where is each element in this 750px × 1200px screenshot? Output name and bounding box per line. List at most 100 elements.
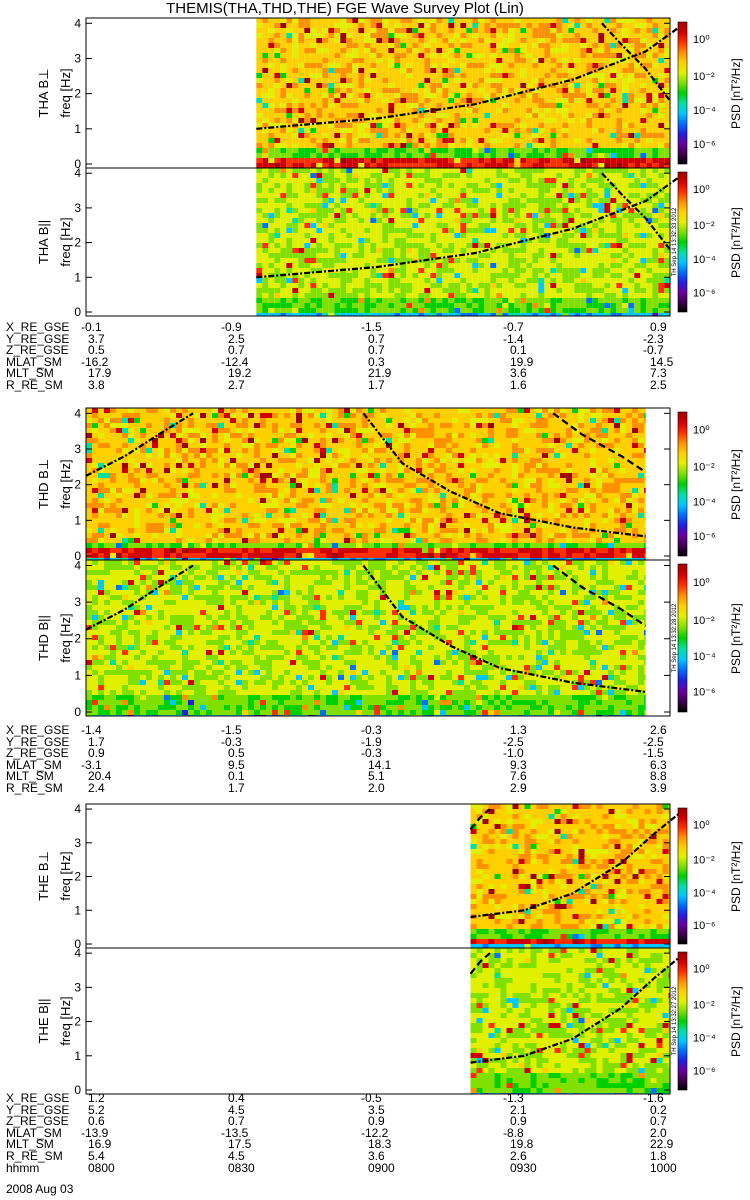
spectrogram-cell: [592, 158, 599, 163]
spectrogram-cell: [292, 153, 299, 158]
spectrogram-cell: [604, 88, 611, 93]
spectrogram-cell: [224, 413, 230, 418]
spectrogram-cell: [538, 58, 545, 63]
spectrogram-cell: [218, 448, 224, 453]
spectrogram-cell: [364, 23, 371, 28]
spectrogram-cell: [478, 63, 485, 68]
spectrogram-cell: [262, 308, 269, 313]
spectrogram-cell: [478, 273, 485, 278]
spectrogram-cell: [568, 28, 575, 33]
spectrogram-cell: [442, 243, 449, 248]
spectrogram-cell: [364, 133, 371, 138]
spectrogram-cell: [212, 543, 218, 548]
spectrogram-cell: [514, 298, 521, 303]
spectrogram-cell: [430, 103, 437, 108]
spectrogram-cell: [158, 488, 164, 493]
spectrogram-cell: [508, 178, 515, 183]
spectrogram-cell: [358, 73, 365, 78]
spectrogram-cell: [436, 153, 443, 158]
spectrogram-cell: [140, 498, 146, 503]
spectrogram-cell: [152, 493, 158, 498]
spectrogram-cell: [262, 63, 269, 68]
spectrogram-cell: [236, 468, 242, 473]
spectrogram-cell: [538, 43, 545, 48]
spectrogram-cell: [268, 53, 275, 58]
spectrogram-cell: [616, 93, 623, 98]
spectrogram-cell: [170, 533, 176, 538]
spectrogram-cell: [304, 223, 311, 228]
spectrogram-cell: [86, 418, 92, 423]
spectrogram-cell: [496, 108, 503, 113]
spectrogram-cell: [484, 273, 491, 278]
spectrogram-cell: [406, 188, 413, 193]
spectrogram-cell: [316, 193, 323, 198]
spectrogram-cell: [280, 288, 287, 293]
spectrogram-cell: [86, 508, 92, 513]
spectrogram-cell: [496, 23, 503, 28]
spectrogram-cell: [230, 558, 236, 560]
spectrogram-cell: [146, 553, 152, 558]
spectrogram-cell: [478, 313, 485, 316]
spectrogram-cell: [454, 203, 461, 208]
spectrogram-cell: [430, 193, 437, 198]
spectrogram-cell: [502, 193, 509, 198]
spectrogram-cell: [448, 218, 455, 223]
spectrogram-cell: [610, 58, 617, 63]
spectrogram-cell: [346, 28, 353, 33]
spectrogram-cell: [268, 178, 275, 183]
spectrogram-cell: [134, 463, 140, 468]
spectrogram-cell: [286, 203, 293, 208]
spectrogram-cell: [466, 118, 473, 123]
spectrogram-cell: [424, 48, 431, 53]
spectrogram-cell: [562, 158, 569, 163]
spectrogram-cell: [652, 223, 659, 228]
spectrogram-cell: [116, 558, 122, 560]
spectrogram-cell: [508, 168, 515, 173]
spectrogram-cell: [490, 83, 497, 88]
spectrogram-cell: [400, 208, 407, 213]
spectrogram-cell: [448, 208, 455, 213]
spectrogram-cell: [92, 553, 98, 558]
spectrogram-cell: [194, 408, 200, 413]
spectrogram-cell: [514, 228, 521, 233]
spectrogram-cell: [568, 98, 575, 103]
spectrogram-cell: [538, 143, 545, 148]
spectrogram-cell: [484, 78, 491, 83]
spectrogram-cell: [370, 53, 377, 58]
spectrogram-cell: [406, 233, 413, 238]
spectrogram-cell: [550, 203, 557, 208]
spectrogram-cell: [610, 108, 617, 113]
spectrogram-cell: [562, 223, 569, 228]
spectrogram-cell: [340, 153, 347, 158]
spectrogram-cell: [478, 58, 485, 63]
spectrogram-cell: [544, 28, 551, 33]
spectrogram-cell: [382, 53, 389, 58]
spectrogram-cell: [394, 48, 401, 53]
spectrogram-cell: [310, 298, 317, 303]
spectrogram-cell: [628, 273, 635, 278]
spectrogram-cell: [274, 113, 281, 118]
spectrogram-cell: [508, 223, 515, 228]
spectrogram-cell: [544, 58, 551, 63]
spectrogram-cell: [274, 243, 281, 248]
spectrogram-cell: [466, 108, 473, 113]
spectrogram-cell: [274, 123, 281, 128]
spectrogram-cell: [286, 88, 293, 93]
spectrogram-cell: [176, 408, 182, 413]
spectrogram-cell: [604, 103, 611, 108]
spectrogram-cell: [382, 163, 389, 168]
spectrogram-cell: [592, 193, 599, 198]
spectrogram-cell: [514, 198, 521, 203]
spectrogram-cell: [442, 43, 449, 48]
spectrogram-cell: [310, 168, 317, 173]
spectrogram-cell: [658, 18, 665, 23]
spectrogram-cell: [406, 203, 413, 208]
freq-axis-label: freq [Hz]: [58, 217, 73, 266]
spectrogram-cell: [628, 163, 635, 168]
spectrogram-cell: [364, 38, 371, 43]
spectrogram-cell: [508, 98, 515, 103]
spectrogram-cell: [622, 148, 629, 153]
spectrogram-cell: [316, 38, 323, 43]
spectrogram-cell: [230, 528, 236, 533]
spectrogram-cell: [478, 158, 485, 163]
